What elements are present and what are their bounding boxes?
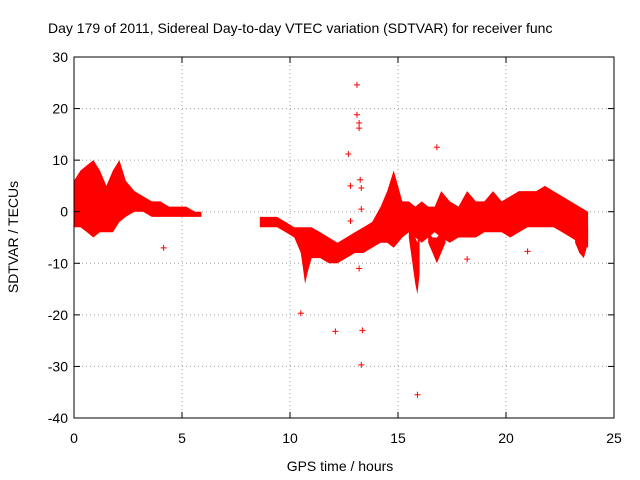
y-tick-label: -10 — [48, 255, 68, 271]
data-point — [297, 310, 304, 317]
data-point — [353, 111, 360, 118]
y-tick-label: 20 — [52, 101, 68, 117]
x-tick-label: 25 — [606, 430, 622, 446]
data-point — [524, 248, 531, 255]
data-point — [353, 81, 360, 88]
data-bands — [74, 160, 589, 295]
x-tick-label: 20 — [498, 430, 514, 446]
data-point — [414, 391, 421, 398]
y-tick-label: 0 — [60, 204, 68, 220]
data-points — [160, 81, 531, 398]
data-band — [259, 170, 589, 264]
x-axis-label: GPS time / hours — [287, 458, 394, 474]
x-tick-labels: 0 5 10 15 20 25 — [70, 430, 622, 446]
data-point — [356, 125, 363, 132]
data-point — [356, 265, 363, 272]
data-band — [74, 160, 202, 238]
y-axis-label: SDTVAR / TECUs — [5, 181, 21, 293]
data-point — [347, 182, 354, 189]
x-tick-label: 15 — [390, 430, 406, 446]
y-tick-labels: -40 -30 -20 -10 0 10 20 30 — [48, 49, 68, 426]
data-point — [356, 120, 363, 127]
y-tick-label: -20 — [48, 307, 68, 323]
data-band — [428, 227, 446, 264]
data-point — [347, 217, 354, 224]
data-point — [359, 327, 366, 334]
y-tick-label: 10 — [52, 152, 68, 168]
y-tick-label: -30 — [48, 358, 68, 374]
grid — [74, 57, 614, 418]
y-tick-label: -40 — [48, 410, 68, 426]
y-tick-label: 30 — [52, 49, 68, 65]
chart-title: Day 179 of 2011, Sidereal Day-to-day VTE… — [48, 20, 552, 36]
data-point — [358, 206, 365, 213]
data-point — [160, 244, 167, 251]
data-band — [298, 232, 312, 284]
x-tick-label: 5 — [178, 430, 186, 446]
data-point — [345, 150, 352, 157]
plot-frame — [73, 56, 615, 419]
data-band — [408, 222, 420, 295]
data-point — [357, 176, 364, 183]
axis-ticks — [73, 56, 615, 419]
data-point — [332, 328, 339, 335]
data-band — [575, 222, 589, 259]
data-point — [464, 256, 471, 263]
data-point — [358, 361, 365, 368]
x-tick-label: 0 — [70, 430, 78, 446]
data-point — [433, 144, 440, 151]
data-point — [358, 184, 365, 191]
x-tick-label: 10 — [282, 430, 298, 446]
